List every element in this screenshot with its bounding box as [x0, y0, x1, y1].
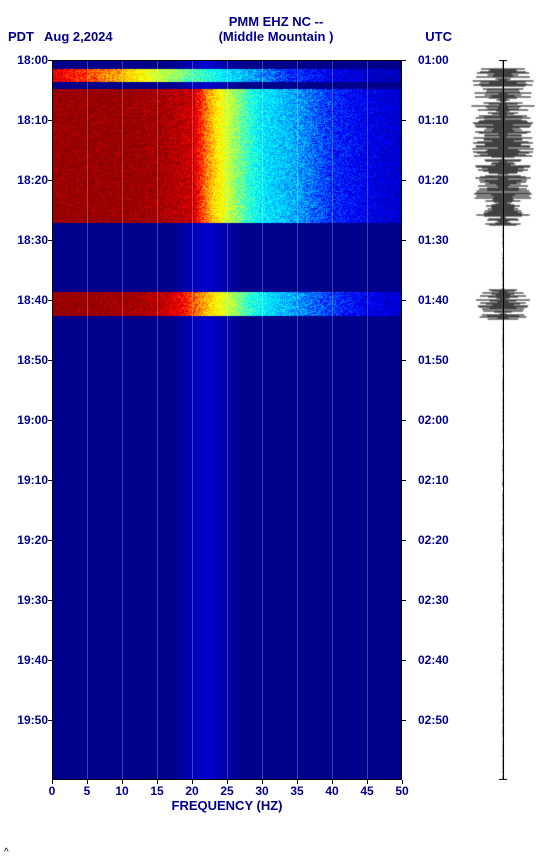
x-tick: 35: [290, 784, 303, 798]
gridline: [122, 60, 123, 780]
y-tick-left: 19:20: [2, 533, 48, 547]
y-tick-right: 01:20: [418, 173, 449, 187]
y-tick-left: 18:00: [2, 53, 48, 67]
y-tick-left: 18:50: [2, 353, 48, 367]
y-tick-right: 01:00: [418, 53, 449, 67]
station-code: PMM EHZ NC --: [0, 14, 552, 29]
y-tick-left: 18:40: [2, 293, 48, 307]
station-name: (Middle Mountain ): [0, 29, 552, 44]
y-tick-right: 01:50: [418, 353, 449, 367]
y-tick-left: 18:30: [2, 233, 48, 247]
x-tick: 0: [49, 784, 56, 798]
x-tick: 25: [220, 784, 233, 798]
y-tick-right: 02:00: [418, 413, 449, 427]
y-tick-left: 19:50: [2, 713, 48, 727]
y-tick-right: 02:50: [418, 713, 449, 727]
gridline: [157, 60, 158, 780]
y-tick-right: 01:40: [418, 293, 449, 307]
right-timezone-label: UTC: [425, 29, 452, 44]
waveform-plot: [468, 60, 538, 780]
waveform-axis: [503, 60, 504, 780]
y-tick-right: 02:40: [418, 653, 449, 667]
y-tick-left: 19:30: [2, 593, 48, 607]
gridline: [192, 60, 193, 780]
y-tick-right: 01:10: [418, 113, 449, 127]
x-tick: 40: [325, 784, 338, 798]
y-tick-left: 18:10: [2, 113, 48, 127]
gridline: [367, 60, 368, 780]
x-tick: 30: [255, 784, 268, 798]
x-tick: 45: [360, 784, 373, 798]
x-tick: 5: [84, 784, 91, 798]
x-axis-label: FREQUENCY (HZ): [52, 798, 402, 813]
y-tick-left: 19:10: [2, 473, 48, 487]
x-tick: 15: [150, 784, 163, 798]
y-tick-left: 19:40: [2, 653, 48, 667]
y-tick-left: 19:00: [2, 413, 48, 427]
x-tick: 20: [185, 784, 198, 798]
gridline: [297, 60, 298, 780]
spectrogram-plot: [52, 60, 402, 780]
gridline: [87, 60, 88, 780]
y-tick-left: 18:20: [2, 173, 48, 187]
footer-mark: ^: [4, 847, 9, 858]
y-tick-right: 01:30: [418, 233, 449, 247]
y-tick-right: 02:30: [418, 593, 449, 607]
x-tick: 10: [115, 784, 128, 798]
y-tick-right: 02:20: [418, 533, 449, 547]
gridline: [227, 60, 228, 780]
x-tick: 50: [395, 784, 408, 798]
y-tick-right: 02:10: [418, 473, 449, 487]
gridline: [332, 60, 333, 780]
gridline: [262, 60, 263, 780]
